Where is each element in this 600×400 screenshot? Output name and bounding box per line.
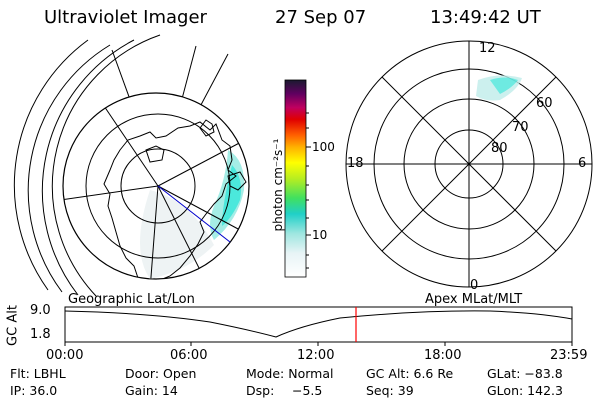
seq-info: Seq: 39 <box>366 383 414 398</box>
mlt-label-12: 12 <box>479 41 496 56</box>
polar-plot <box>345 40 593 288</box>
mlt-label-0: 0 <box>470 278 479 293</box>
mlat-label-60: 60 <box>536 96 553 111</box>
timeline-ytick-1-8: 1.8 <box>30 327 51 342</box>
timeline-xtick-1800: 18:00 <box>424 348 462 363</box>
timeline-xtick-2359: 23:59 <box>550 348 588 363</box>
colorbar-tick-10: 10 <box>312 228 328 242</box>
timeline-xtick-0600: 06:00 <box>170 348 208 363</box>
mlat-label-70: 70 <box>512 120 529 135</box>
dsp-value: −5.5 <box>292 383 323 398</box>
timeline-plot <box>64 306 573 346</box>
colorbar-tick-100: 100 <box>312 140 335 154</box>
ip-info: IP: 36.0 <box>10 383 58 398</box>
timeline-xtick-1200: 12:00 <box>297 348 335 363</box>
mlt-label-6: 6 <box>578 156 587 171</box>
timeline-left-title: Geographic Lat/Lon <box>68 292 195 307</box>
altitude-curve <box>64 310 573 338</box>
time-label: 13:49:42 UT <box>430 7 541 28</box>
geographic-map <box>13 34 250 297</box>
colorbar <box>284 79 311 278</box>
dsp-label: Dsp: <box>246 383 275 398</box>
mlat-label-80: 80 <box>491 141 508 156</box>
filter-info: Flt: LBHL <box>10 366 66 381</box>
timeline-ylabel: GC Alt <box>5 305 21 346</box>
mlt-label-18: 18 <box>347 156 364 171</box>
date-label: 27 Sep 07 <box>275 7 367 28</box>
glon-info: GLon: 142.3 <box>487 383 563 398</box>
timeline-ytick-9: 9.0 <box>30 303 51 318</box>
glat-info: GLat: −83.8 <box>487 366 563 381</box>
colorbar-unit-label: photon cm⁻²s⁻¹ <box>271 138 285 232</box>
gain-info: Gain: 14 <box>125 383 178 398</box>
mode-info: Mode: Normal <box>246 366 334 381</box>
gc-alt-info: GC Alt: 6.6 Re <box>366 366 454 381</box>
timeline-xtick-0000: 00:00 <box>46 348 84 363</box>
door-info: Door: Open <box>125 366 197 381</box>
instrument-title: Ultraviolet Imager <box>44 7 207 28</box>
timeline-right-title: Apex MLat/MLT <box>425 292 523 307</box>
